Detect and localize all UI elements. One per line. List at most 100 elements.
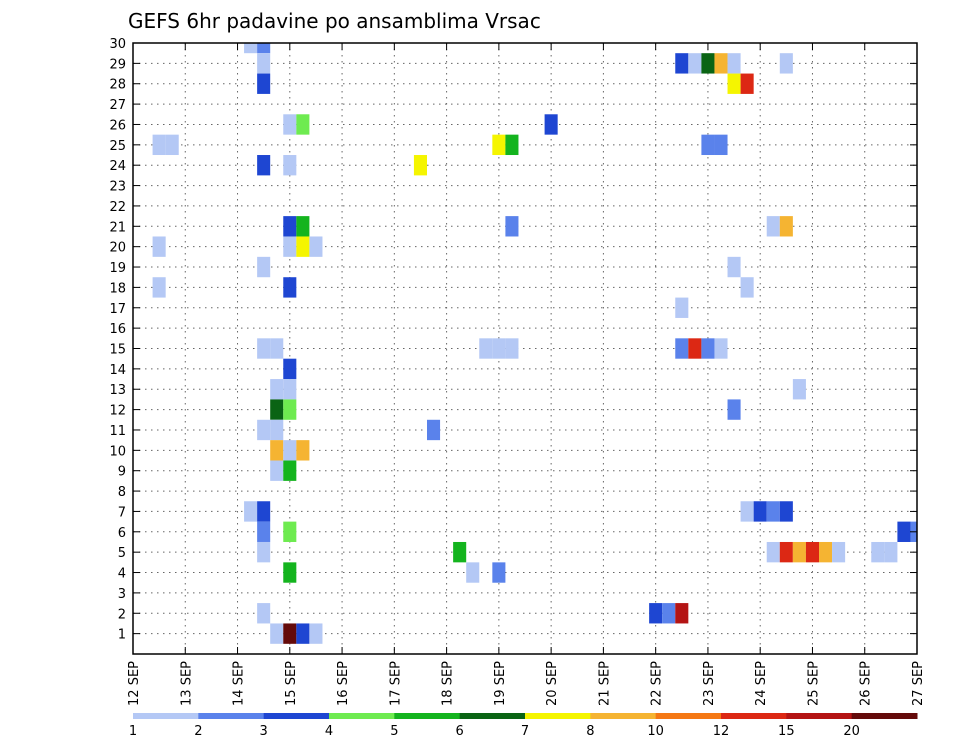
y-tick-label: 1 [118,628,126,643]
precip-cell [270,379,284,400]
y-tick-label: 23 [109,180,126,195]
precip-cell [257,521,271,542]
precip-cell [871,541,885,563]
precip-cell [283,562,297,583]
precip-cell [492,338,506,359]
y-tick-label: 8 [118,485,126,500]
y-tick-label: 19 [109,261,126,276]
color-legend: 1 2 3 4 5 6 7 8 10 12 15 20 [129,713,918,739]
precip-cell [270,623,284,644]
y-tick-label: 28 [109,78,126,93]
x-axis: 12 SEP 13 SEP 14 SEP 15 SEP 16 SEP 17 SEP 18 S… [127,43,926,706]
precip-cell [479,338,493,359]
precip-cell [727,73,741,94]
y-tick-label: 2 [118,607,126,622]
precip-cell [492,562,506,583]
legend-swatch [655,713,722,719]
precip-cell [296,440,310,461]
legend-label: 12 [713,724,730,739]
y-tick-label: 18 [109,281,126,296]
legend-swatch [525,713,591,719]
precip-cell [505,338,519,359]
precip-cell [283,358,297,380]
precip-cell [701,134,715,156]
y-tick-label: 26 [109,118,126,133]
y-tick-label: 22 [109,200,126,215]
y-tick-label: 14 [109,363,126,378]
y-tick-label: 7 [118,505,126,520]
y-tick-label: 29 [109,57,126,72]
precip-cell [152,236,166,257]
chart-title: GEFS 6hr padavine po ansamblima Vrsac [128,9,541,33]
legend-label: 7 [521,724,529,739]
precip-cell [257,338,271,359]
precip-cell [309,623,323,644]
y-tick-label: 12 [109,404,126,419]
precip-cell [257,43,271,54]
precipitation-cells [152,43,917,644]
precip-cell [779,53,793,74]
legend-label: 6 [456,724,464,739]
precip-cell [257,501,271,522]
precip-cell [283,114,297,135]
precip-cell [283,379,297,400]
precip-cell [296,216,310,237]
precip-cell [413,155,427,176]
x-tick-label: 18 SEP [441,661,456,706]
x-tick-label: 26 SEP [859,661,874,706]
legend-swatch [329,713,395,719]
precip-cell [257,73,271,94]
precip-cell [152,277,166,298]
precip-cell [897,521,911,542]
x-tick-label: 19 SEP [493,661,508,706]
legend-swatch [590,713,657,719]
y-tick-label: 13 [109,383,126,398]
precip-cell [675,297,689,318]
precip-cell [283,155,297,176]
precip-cell [544,114,558,135]
y-tick-label: 25 [109,139,126,154]
precip-cell [257,603,271,624]
precip-cell [453,541,467,563]
precip-cell [753,501,767,522]
legend-label: 8 [586,724,594,739]
precip-cell [309,236,323,257]
legend-label: 10 [647,724,664,739]
precip-cell [727,53,741,74]
precip-cell [779,216,793,237]
x-tick-label: 20 SEP [545,661,560,706]
y-tick-label: 21 [109,220,126,235]
legend-label: 3 [260,724,268,739]
legend-swatch [786,713,853,719]
precip-cell [688,53,702,74]
legend-swatch [459,713,526,719]
y-tick-label: 17 [109,302,126,317]
x-tick-label: 15 SEP [284,661,299,706]
precip-cell [832,541,846,563]
precip-cell [766,216,780,237]
precip-cell [701,53,715,74]
legend-swatch [133,713,199,719]
precip-cell [727,399,741,420]
precip-cell [283,216,297,237]
precip-cell [884,541,898,563]
legend-swatch [851,713,918,719]
precip-cell [779,501,793,522]
y-tick-label: 30 [109,37,126,52]
precip-cell [270,419,284,441]
y-tick-label: 16 [109,322,126,337]
y-tick-label: 6 [118,526,126,541]
precip-cell [805,541,819,563]
precip-cell [505,134,519,156]
legend-label: 5 [390,724,398,739]
x-tick-label: 12 SEP [127,661,142,706]
precip-cell [792,379,806,400]
precip-cell [257,256,271,278]
precip-cell [283,460,297,481]
precip-cell [244,501,258,522]
precip-cell [714,53,728,74]
precip-cell [662,603,676,624]
precip-cell [792,541,806,563]
legend-label: 2 [194,724,202,739]
y-tick-label: 15 [109,343,126,358]
